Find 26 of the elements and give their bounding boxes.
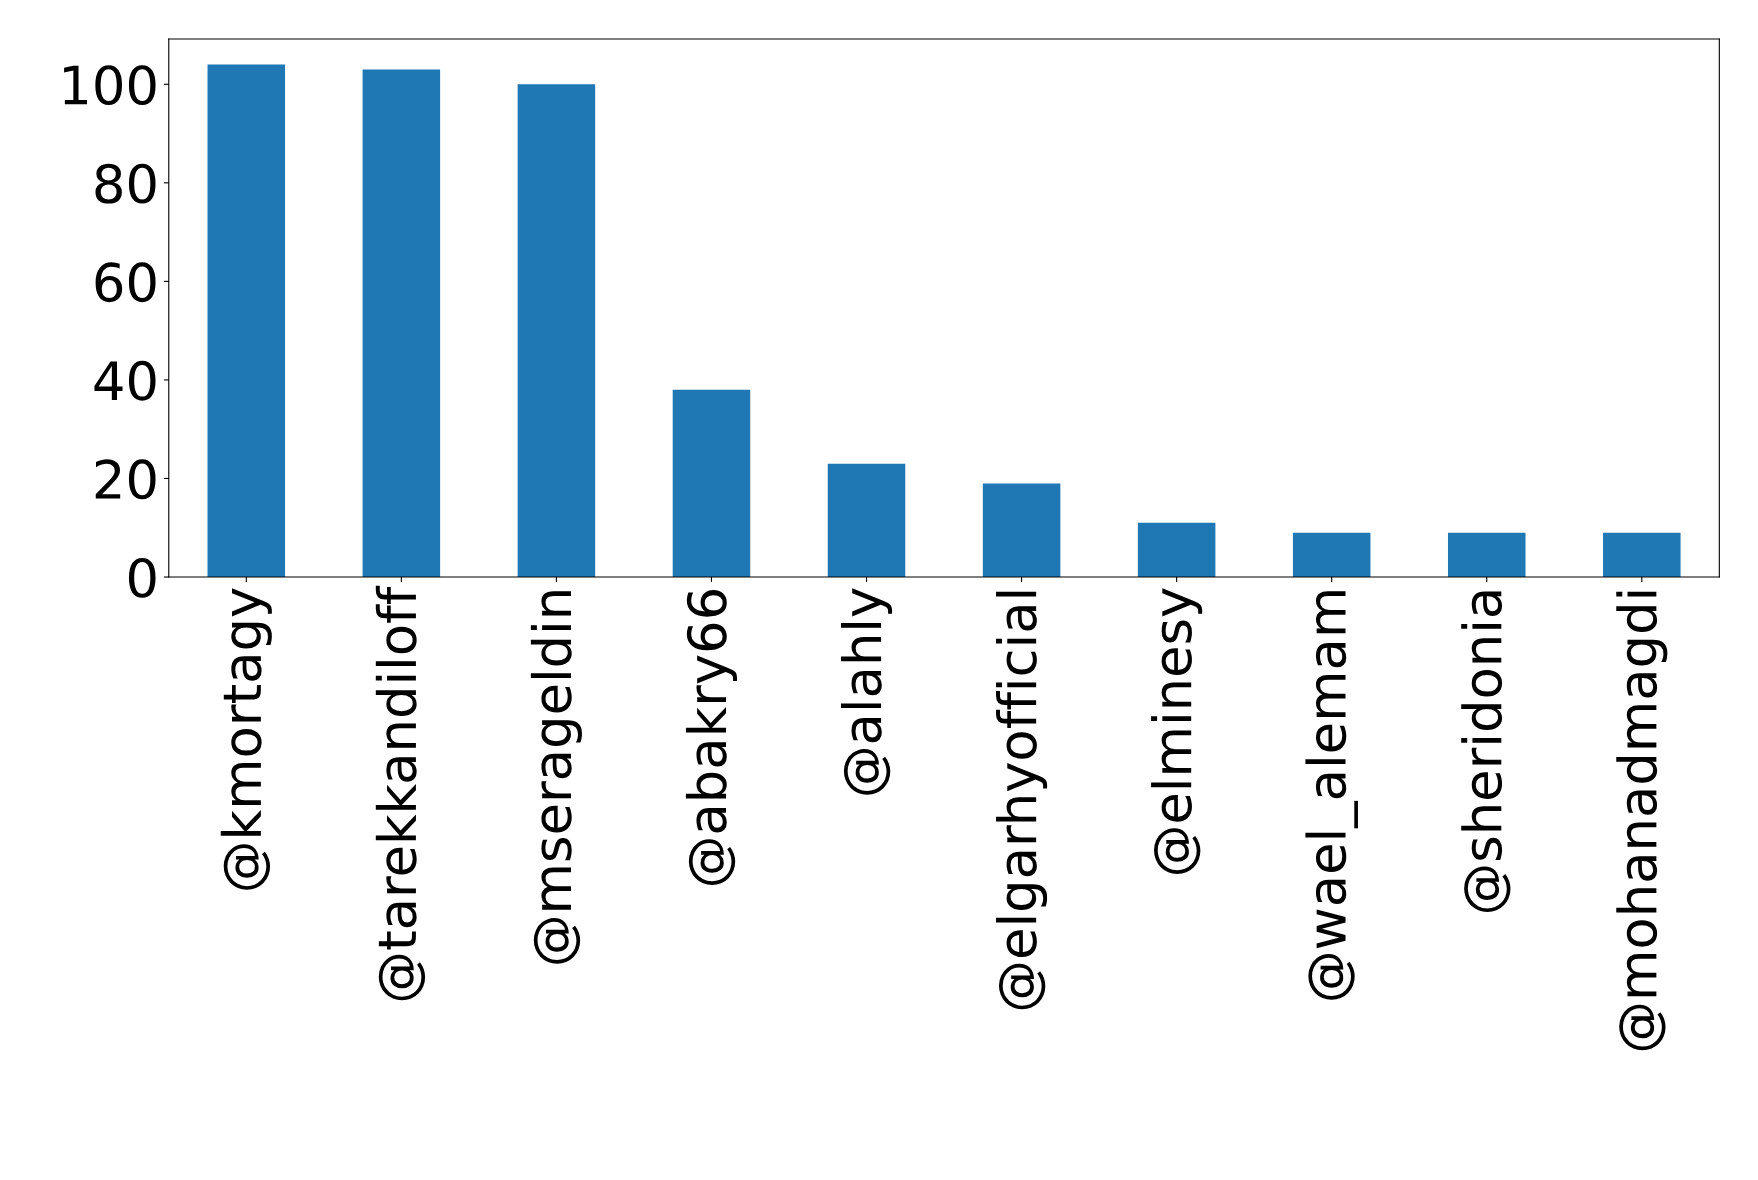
bar — [1292, 532, 1371, 578]
x-tick-label: @sheridonia — [1461, 591, 1511, 913]
y-tick-label: 0 — [128, 557, 156, 598]
bar — [1603, 532, 1681, 578]
bar — [517, 84, 596, 578]
bar — [982, 483, 1061, 578]
y-tick-label: 40 — [94, 360, 156, 401]
bar — [1447, 532, 1526, 578]
bar — [362, 69, 441, 578]
x-tick-label: @abakry66 — [685, 590, 737, 885]
x-tick-label: @mserageldin — [530, 591, 582, 964]
x-tick-label: @tarekkandiloff — [375, 585, 426, 1001]
y-tick-label: 100 — [64, 65, 156, 106]
x-tick-label: @alahly — [840, 588, 893, 795]
bar — [1137, 522, 1216, 578]
bar — [207, 64, 286, 578]
y-tick-label: 60 — [95, 262, 156, 303]
bar — [672, 389, 751, 578]
x-tick-label: @wael_alemam — [1305, 591, 1358, 1000]
y-tick-label: 80 — [95, 163, 156, 204]
x-tick-label: @kmortagy — [220, 588, 272, 890]
x-tick-label: @mohanadmagdi — [1616, 591, 1668, 1051]
bar — [827, 463, 906, 578]
x-tick-label: @elminesy — [1151, 588, 1203, 874]
x-tick-label: @elgarhyofficial — [996, 591, 1048, 1010]
y-tick-label: 20 — [95, 459, 156, 500]
